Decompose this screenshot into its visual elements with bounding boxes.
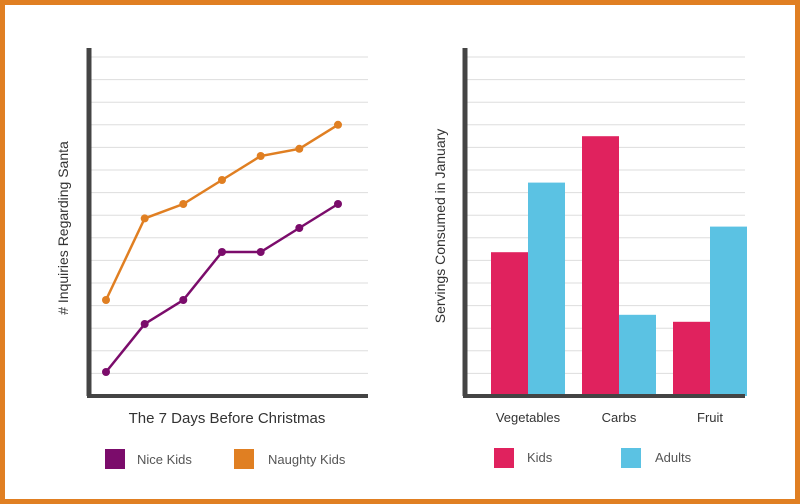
line-point-nice-kids	[140, 320, 149, 328]
bar-chart-tick-label-carbs: Carbs	[602, 410, 637, 425]
bar-chart-tick-label-fruit: Fruit	[697, 410, 723, 425]
line-series-naughty-kids	[104, 123, 339, 301]
line-point-nice-kids	[295, 224, 304, 232]
bar-chart-bars	[491, 136, 747, 396]
line-point-nice-kids	[102, 368, 110, 376]
line-legend-item-naughty-kids: Naughty Kids	[234, 449, 346, 469]
bar-legend-label-kids: Kids	[527, 450, 553, 465]
line-chart-x-axis-title: The 7 Days Before Christmas	[129, 410, 326, 427]
bar-carbs-adults	[619, 314, 656, 396]
bar-chart-tick-label-vegetables: Vegetables	[496, 410, 561, 425]
line-point-nice-kids	[218, 248, 226, 256]
line-point-naughty-kids	[295, 144, 304, 153]
bar-fruit-kids	[673, 321, 710, 396]
line-point-nice-kids	[179, 296, 188, 304]
line-point-naughty-kids	[218, 176, 226, 184]
line-point-nice-kids	[256, 248, 265, 256]
line-point-nice-kids	[334, 200, 342, 208]
line-chart: The 7 Days Before Christmas # Inquiries …	[55, 48, 368, 469]
bar-legend-item-kids: Kids	[494, 448, 553, 468]
bar-carbs-kids	[582, 136, 619, 396]
bar-chart: Vegetables Carbs Fruit Servings Consumed…	[432, 48, 747, 468]
line-point-naughty-kids	[179, 200, 188, 208]
bar-legend-item-adults: Adults	[621, 448, 692, 468]
charts-canvas: The 7 Days Before Christmas # Inquiries …	[55, 48, 747, 469]
line-legend-label-nice-kids: Nice Kids	[137, 452, 192, 467]
bar-legend-label-adults: Adults	[655, 450, 692, 465]
line-chart-series	[102, 120, 342, 376]
line-point-naughty-kids	[334, 120, 342, 129]
line-legend-swatch-nice-kids	[105, 449, 125, 469]
line-point-naughty-kids	[102, 296, 110, 304]
bar-legend-swatch-adults	[621, 448, 641, 468]
line-chart-y-axis-title: # Inquiries Regarding Santa	[55, 141, 71, 315]
line-point-naughty-kids	[256, 152, 265, 160]
line-legend-item-nice-kids: Nice Kids	[105, 449, 192, 469]
line-legend-label-naughty-kids: Naughty Kids	[268, 452, 346, 467]
line-legend-swatch-naughty-kids	[234, 449, 254, 469]
bar-vegetables-kids	[491, 252, 528, 396]
line-chart-gridlines	[89, 56, 368, 374]
line-point-naughty-kids	[140, 214, 149, 223]
bar-vegetables-adults	[528, 182, 565, 396]
bar-chart-y-axis-title: Servings Consumed in January	[432, 129, 448, 324]
bar-fruit-adults	[710, 226, 747, 396]
bar-legend-swatch-kids	[494, 448, 514, 468]
